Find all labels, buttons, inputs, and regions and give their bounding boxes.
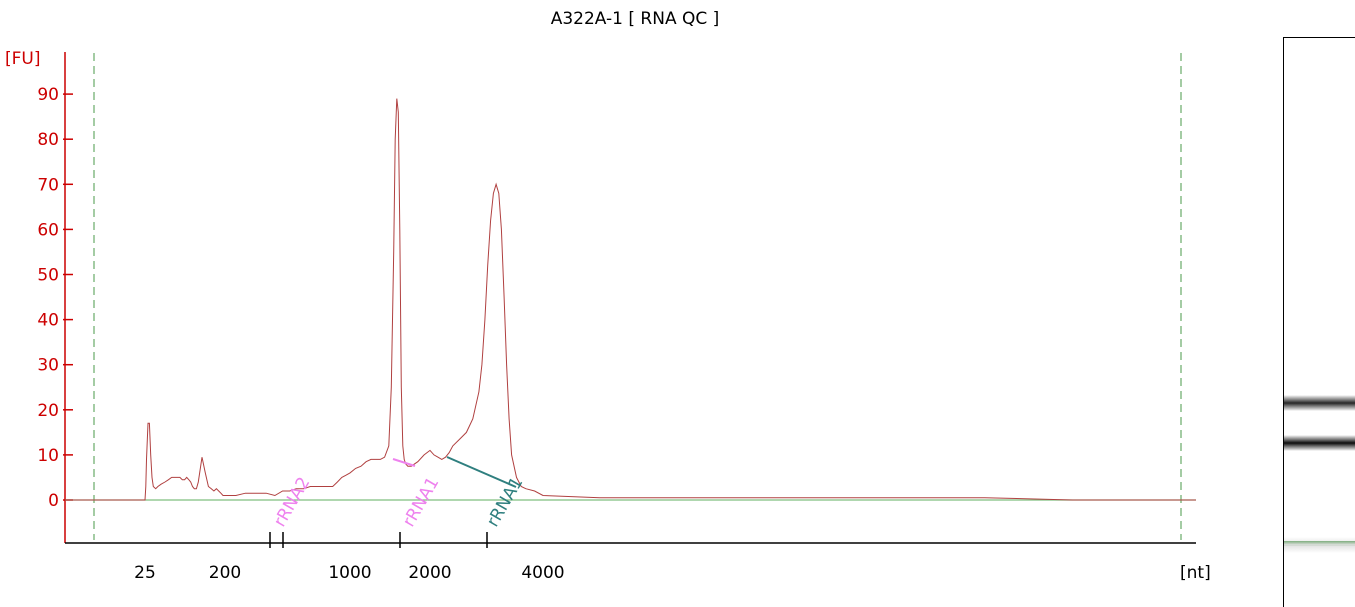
peak-label: rRNA1 [483,474,527,531]
x-tick-label: 1000 [328,563,371,583]
y-axis-label: [FU] [5,49,41,69]
x-tick-label: 2000 [408,563,451,583]
y-tick-label: 0 [48,491,59,511]
peak-label: rRNA2 [270,474,314,531]
gel-lane-image [1283,37,1355,607]
y-tick-label: 50 [37,266,59,286]
peak-label: rRNA1 [399,474,443,531]
y-tick-label: 10 [37,446,59,466]
x-axis-label: [nt] [1180,563,1211,583]
gel-band [1284,395,1355,411]
x-tick-label: 25 [134,563,156,583]
axes: 0 10 20 30 40 50 60 70 80 90 25 200 1000 2000 4000 [37,52,1196,583]
y-tick-label: 80 [37,130,59,150]
x-tick-label: 200 [209,563,241,583]
y-tick-label: 30 [37,356,59,376]
series-trace [65,98,1196,501]
gel-band [1284,435,1355,451]
y-tick-label: 60 [37,220,59,240]
chart-marks: rRNA2 rRNA1 rRNA1 [65,53,1196,540]
y-tick-label: 90 [37,85,59,105]
y-tick-label: 70 [37,175,59,195]
y-tick-label: 40 [37,311,59,331]
peak-baseline-rrna1 [392,458,416,467]
peak-baseline-rrna1-alt [446,456,517,488]
chart-title: A322A-1 [ RNA QC ] [551,9,720,29]
electropherogram-chart: A322A-1 [ RNA QC ] 0 10 20 30 40 50 60 70 80 90 25… [5,9,1211,583]
x-tick-label: 4000 [521,563,564,583]
y-tick-label: 20 [37,401,59,421]
gel-band [1284,537,1355,553]
